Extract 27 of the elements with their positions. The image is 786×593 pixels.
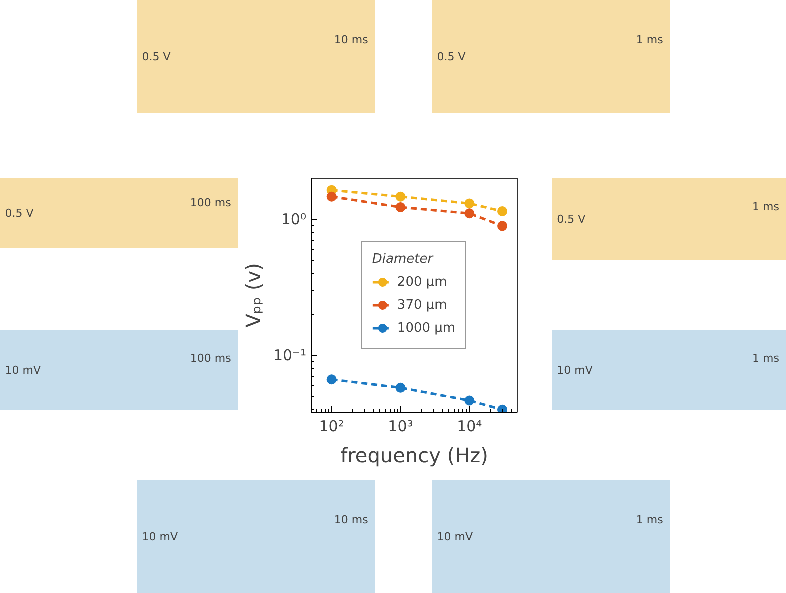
text: 100 ms <box>190 196 232 210</box>
legend-label: 1000 μm <box>397 320 456 336</box>
legend-title: Diameter <box>372 252 435 267</box>
text: 100 ms <box>190 352 232 365</box>
x-tick-label: 10⁴ <box>457 418 482 436</box>
text: 1 ms <box>752 352 780 365</box>
text: 10 mV <box>142 530 178 544</box>
x-axis-title: frequency (Hz) <box>340 444 488 468</box>
text: 1 ms <box>636 514 664 527</box>
text: 10 ms <box>334 34 369 47</box>
text: 10 mV <box>437 530 474 544</box>
text: 10 ms <box>334 514 369 527</box>
x-tick-label: 10³ <box>388 418 414 436</box>
text: 0.5 V <box>437 50 466 64</box>
text: 10 mV <box>557 364 594 377</box>
y-tick-label: 10⁰ <box>281 210 307 228</box>
text: 10 mV <box>5 364 42 377</box>
text: 0.5 V <box>5 207 34 220</box>
x-tick-label: 10² <box>319 418 344 436</box>
y-tick-label: 10⁻¹ <box>273 346 307 365</box>
text: 1 ms <box>752 200 780 214</box>
text: 0.5 V <box>142 50 172 64</box>
text: 0.5 V <box>557 213 586 226</box>
legend-label: 370 μm <box>397 298 448 312</box>
text: 1 ms <box>636 34 664 47</box>
y-axis-title: Vₚₚ (v) <box>241 263 266 328</box>
legend-label: 200 μm <box>397 274 448 290</box>
